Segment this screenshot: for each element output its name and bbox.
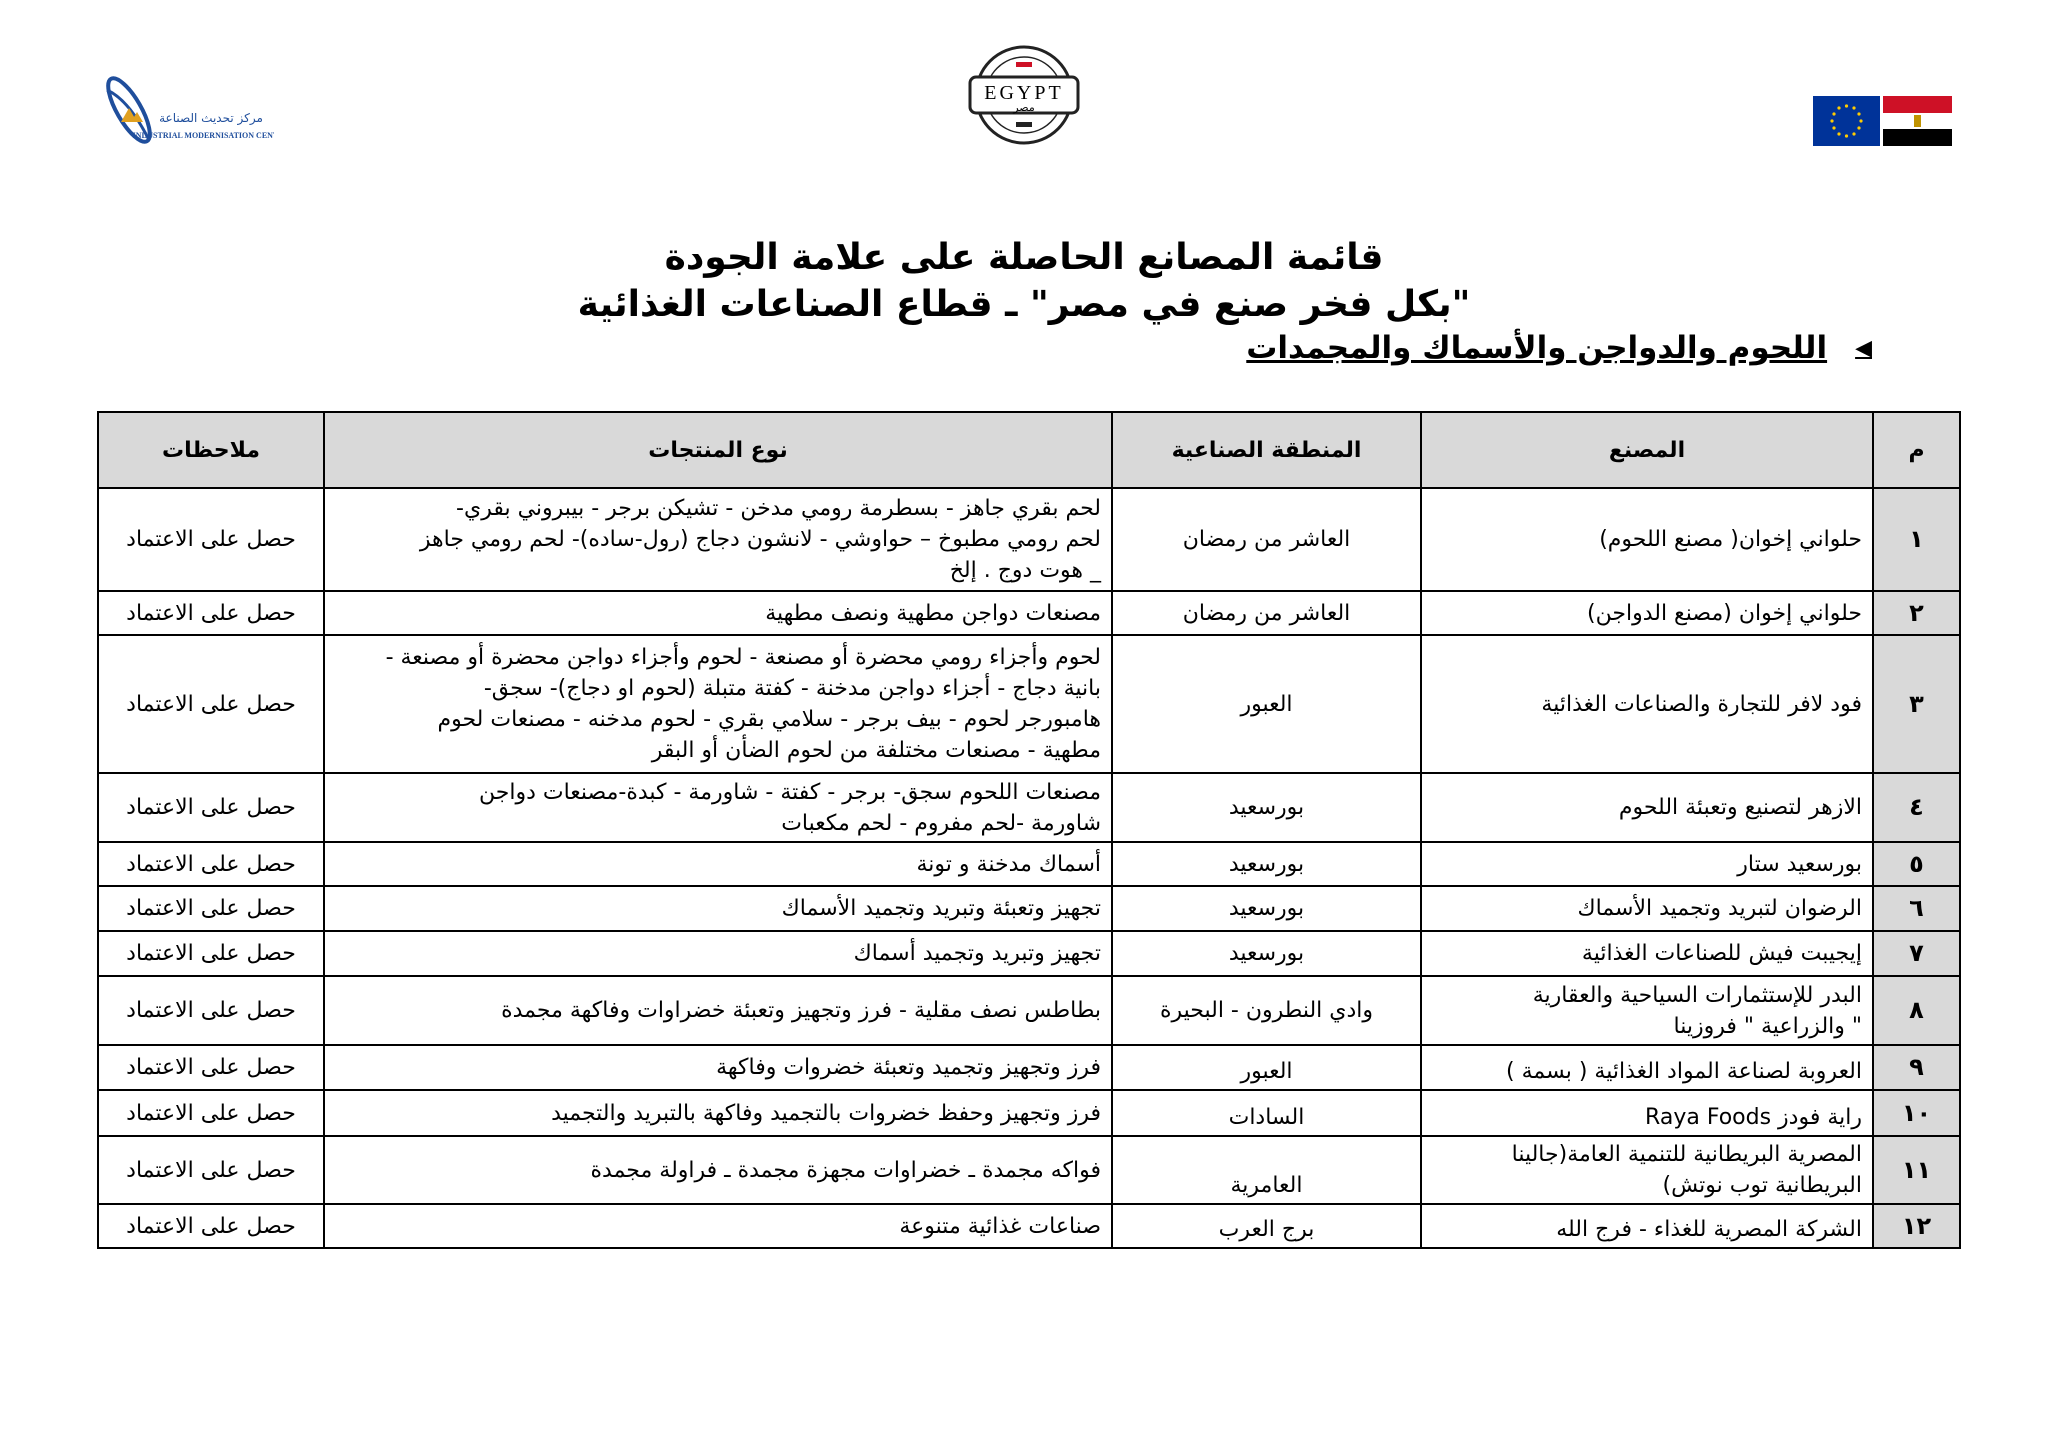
table-row: ١ حلواني إخوان( مصنع اللحوم) العاشر من رمض…	[97, 487, 1961, 592]
cell-region: بورسعيد	[1111, 841, 1422, 887]
header-region: المنطقة الصناعية	[1111, 411, 1422, 489]
cell-products: مصنعات دواجن مطهية ونصف مطهية	[323, 590, 1113, 636]
cell-region: وادي النطرون - البحيرة	[1111, 975, 1422, 1046]
cell-notes: حصل على الاعتماد	[97, 1089, 325, 1137]
table-row: ١١ المصرية البريطانية للتنمية العامة(جالي…	[97, 1135, 1961, 1205]
table-row: ٢ حلواني إخوان (مصنع الدواجن) العاشر من رم…	[97, 590, 1961, 636]
cell-factory: راية فودز Raya Foods	[1420, 1089, 1874, 1137]
table-row: ٨ البدر للإستثمارات السياحية والعقارية " …	[97, 975, 1961, 1046]
triangle-left-icon: ◀	[1855, 335, 1872, 361]
header-num: م	[1872, 411, 1961, 489]
svg-text:INDUSTRIAL MODERNISATION CENTR: INDUSTRIAL MODERNISATION CENTRE	[133, 131, 274, 140]
cell-products: مصنعات اللحوم سجق- برجر - كفتة - شاورمة …	[323, 772, 1113, 843]
svg-text:EGYPT: EGYPT	[984, 82, 1063, 104]
cell-num: ٧	[1872, 930, 1961, 977]
table-row: ٧ إيجيبت فيش للصناعات الغذائية بورسعيد تجهي…	[97, 930, 1961, 977]
page-title: قائمة المصانع الحاصلة على علامة الجودة	[664, 237, 1384, 278]
cell-num: ١١	[1872, 1135, 1961, 1205]
cell-factory: بورسعيد ستار	[1420, 841, 1874, 887]
svg-text:مصر: مصر	[1012, 101, 1035, 114]
cell-factory: الشركة المصرية للغذاء - فرج الله	[1420, 1203, 1874, 1249]
cell-notes: حصل على الاعتماد	[97, 841, 325, 887]
cell-region: بورسعيد	[1111, 772, 1422, 843]
table-row: ٤ الازهر لتصنيع وتعبئة اللحوم بورسعيد مصنعا…	[97, 772, 1961, 843]
table-row: ٦ الرضوان لتبريد وتجميد الأسماك بورسعيد تجه…	[97, 885, 1961, 932]
cell-factory: البدر للإستثمارات السياحية والعقارية " و…	[1420, 975, 1874, 1046]
cell-factory: حلواني إخوان( مصنع اللحوم)	[1420, 487, 1874, 592]
cell-num: ١٠	[1872, 1089, 1961, 1137]
cell-region: العامرية	[1111, 1135, 1422, 1205]
eu-egypt-flags	[1813, 96, 1952, 146]
cell-region: برج العرب	[1111, 1203, 1422, 1249]
cell-factory: الرضوان لتبريد وتجميد الأسماك	[1420, 885, 1874, 932]
cell-region: بورسعيد	[1111, 885, 1422, 932]
cell-factory: الازهر لتصنيع وتعبئة اللحوم	[1420, 772, 1874, 843]
cell-products: لحم بقري جاهز - بسطرمة رومي مدخن - تشيكن…	[323, 487, 1113, 592]
cell-products: فرز وتجهيز وتجميد وتعبئة خضروات وفاكهة	[323, 1044, 1113, 1091]
cell-products: لحوم وأجزاء رومي محضرة أو مصنعة - لحوم و…	[323, 634, 1113, 774]
cell-notes: حصل على الاعتماد	[97, 634, 325, 774]
cell-factory: حلواني إخوان (مصنع الدواجن)	[1420, 590, 1874, 636]
table-row: ١٢ الشركة المصرية للغذاء - فرج الله برج ال…	[97, 1203, 1961, 1249]
cell-region: بورسعيد	[1111, 930, 1422, 977]
cell-num: ٥	[1872, 841, 1961, 887]
cell-notes: حصل على الاعتماد	[97, 487, 325, 592]
imc-logo: مركز تحديث الصناعة INDUSTRIAL MODERNISAT…	[106, 76, 274, 144]
cell-products: بطاطس نصف مقلية - فرز وتجهيز وتعبئة خضرا…	[323, 975, 1113, 1046]
egypt-flag-icon	[1883, 96, 1952, 146]
cell-notes: حصل على الاعتماد	[97, 1044, 325, 1091]
cell-region: السادات	[1111, 1089, 1422, 1137]
cell-num: ٣	[1872, 634, 1961, 774]
cell-notes: حصل على الاعتماد	[97, 590, 325, 636]
page-subtitle: "بكل فخر صنع في مصر" ـ قطاع الصناعات الغ…	[577, 284, 1471, 325]
cell-products: فرز وتجهيز وحفظ خضروات بالتجميد وفاكهة ب…	[323, 1089, 1113, 1137]
cell-num: ١	[1872, 487, 1961, 592]
cell-num: ٨	[1872, 975, 1961, 1046]
cell-products: صناعات غذائية متنوعة	[323, 1203, 1113, 1249]
cell-notes: حصل على الاعتماد	[97, 1135, 325, 1205]
factories-table: م المصنع المنطقة الصناعية نوع المنتجات م…	[97, 411, 1961, 1249]
cell-num: ٢	[1872, 590, 1961, 636]
proudly-made-in-egypt-seal: EGYPT مصر	[968, 45, 1080, 145]
table-header-row: م المصنع المنطقة الصناعية نوع المنتجات م…	[97, 411, 1961, 489]
cell-notes: حصل على الاعتماد	[97, 1203, 325, 1249]
cell-factory: فود لافر للتجارة والصناعات الغذائية	[1420, 634, 1874, 774]
cell-region: العاشر من رمضان	[1111, 487, 1422, 592]
table-row: ٩ العروبة لصناعة المواد الغذائية ( بسمة )…	[97, 1044, 1961, 1091]
cell-notes: حصل على الاعتماد	[97, 930, 325, 977]
cell-factory: العروبة لصناعة المواد الغذائية ( بسمة )	[1420, 1044, 1874, 1091]
cell-region: العبور	[1111, 634, 1422, 774]
header-factory: المصنع	[1420, 411, 1874, 489]
cell-factory: المصرية البريطانية للتنمية العامة(جالينا…	[1420, 1135, 1874, 1205]
cell-region: العاشر من رمضان	[1111, 590, 1422, 636]
eu-flag-icon	[1813, 96, 1880, 146]
header-products: نوع المنتجات	[323, 411, 1113, 489]
cell-notes: حصل على الاعتماد	[97, 772, 325, 843]
section-label: اللحوم والدواجن والأسماك والمجمدات	[1246, 330, 1828, 366]
cell-products: أسماك مدخنة و تونة	[323, 841, 1113, 887]
cell-num: ١٢	[1872, 1203, 1961, 1249]
cell-num: ٩	[1872, 1044, 1961, 1091]
cell-region: العبور	[1111, 1044, 1422, 1091]
table-row: ٥ بورسعيد ستار بورسعيد أسماك مدخنة و تونة حص…	[97, 841, 1961, 887]
cell-products: فواكه مجمدة ـ خضراوات مجهزة مجمدة ـ فراو…	[323, 1135, 1113, 1205]
cell-products: تجهيز وتعبئة وتبريد وتجميد الأسماك	[323, 885, 1113, 932]
cell-products: تجهيز وتبريد وتجميد أسماك	[323, 930, 1113, 977]
cell-num: ٦	[1872, 885, 1961, 932]
cell-notes: حصل على الاعتماد	[97, 975, 325, 1046]
cell-num: ٤	[1872, 772, 1961, 843]
table-row: ١٠ راية فودز Raya Foods السادات فرز وتجهيز …	[97, 1089, 1961, 1137]
table-row: ٣ فود لافر للتجارة والصناعات الغذائية العب…	[97, 634, 1961, 774]
cell-notes: حصل على الاعتماد	[97, 885, 325, 932]
section-heading: ◀ اللحوم والدواجن والأسماك والمجمدات	[1246, 330, 1872, 366]
svg-text:مركز تحديث الصناعة: مركز تحديث الصناعة	[159, 111, 263, 126]
cell-factory: إيجيبت فيش للصناعات الغذائية	[1420, 930, 1874, 977]
header-notes: ملاحظات	[97, 411, 325, 489]
